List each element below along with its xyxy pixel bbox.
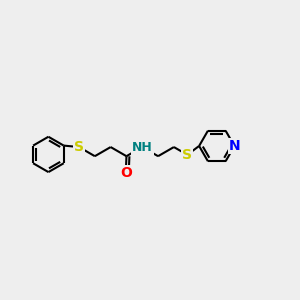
- Text: S: S: [182, 148, 192, 162]
- Text: S: S: [74, 140, 84, 154]
- Text: O: O: [120, 166, 132, 180]
- Text: NH: NH: [132, 141, 153, 154]
- Text: N: N: [229, 139, 240, 153]
